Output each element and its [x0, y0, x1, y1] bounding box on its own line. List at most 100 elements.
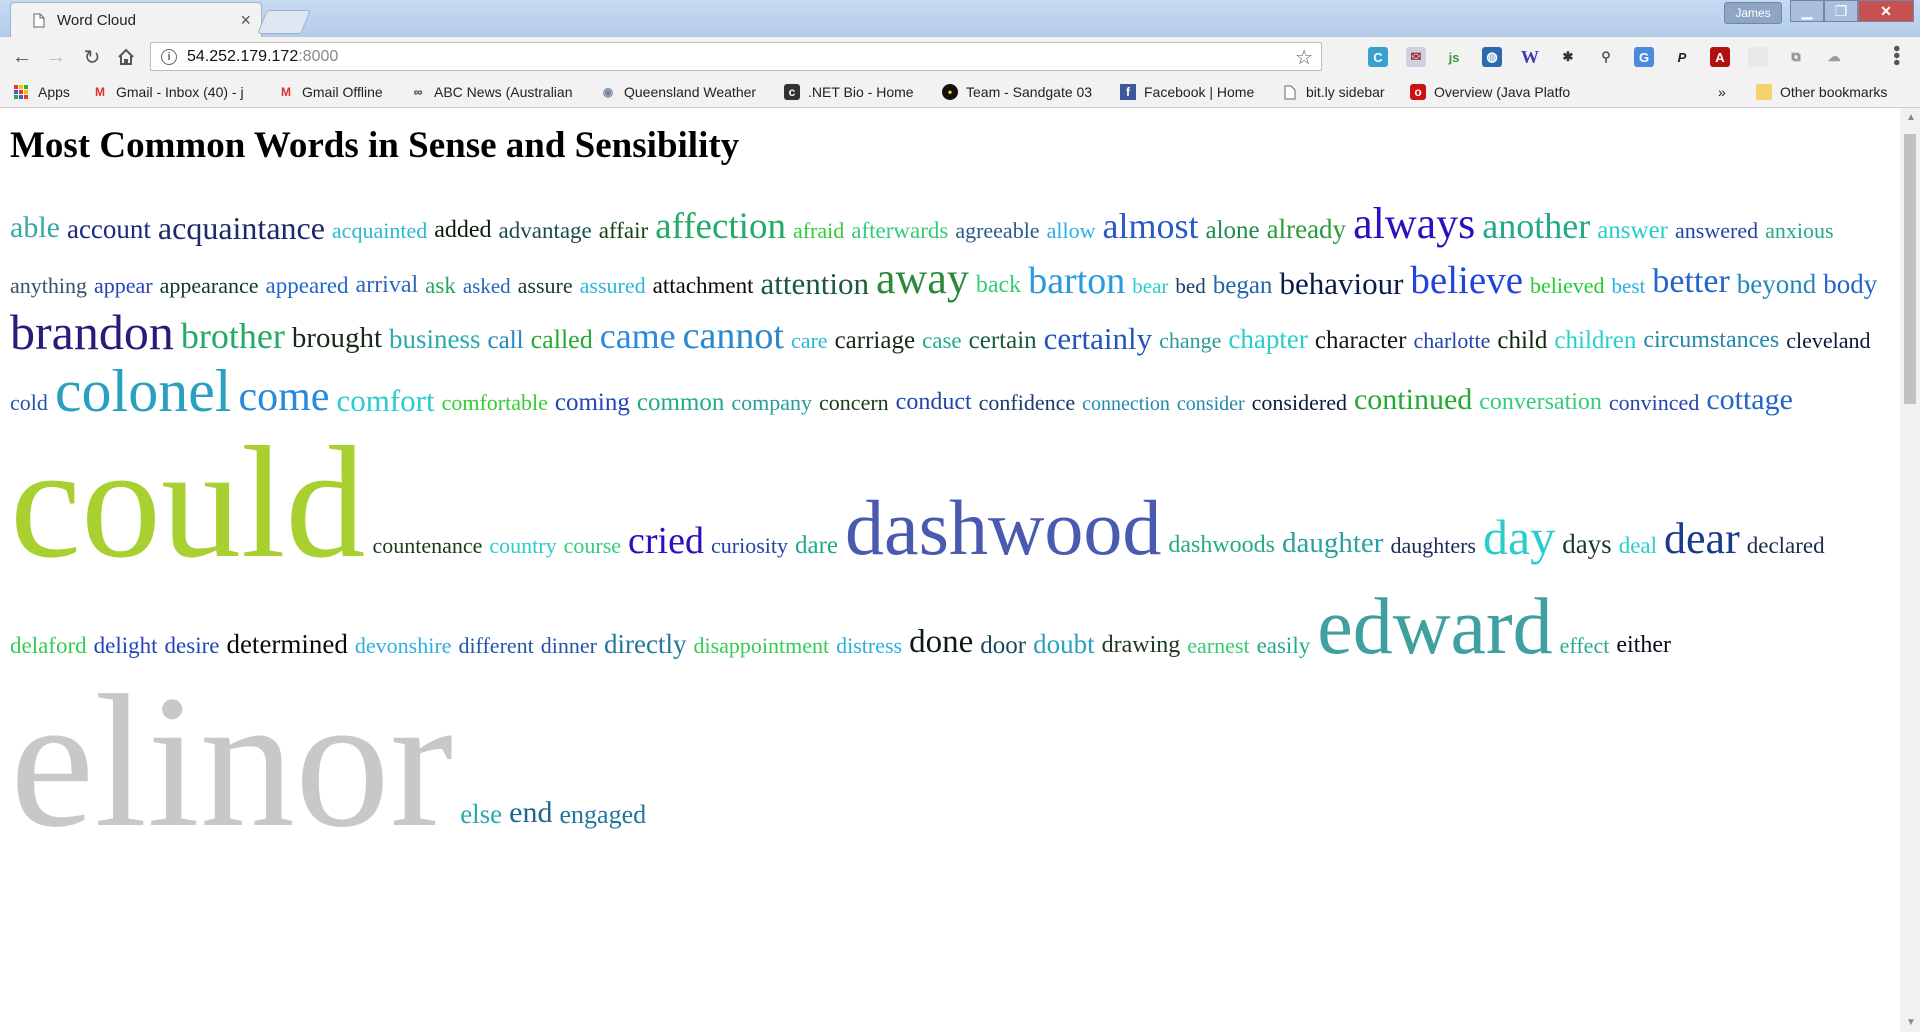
cloud-word-company: company [731, 389, 813, 415]
bookmark-bitly-sidebar[interactable]: bit.ly sidebar [1282, 82, 1385, 102]
extension-p-icon[interactable]: P [1677, 49, 1687, 65]
cloud-word-able: able [10, 211, 60, 245]
browser-toolbar: ← → ↻ i 54.252.179.172:8000 ☆ C ✉ js ◍ W… [0, 37, 1920, 77]
tab-word-cloud[interactable]: Word Cloud × [10, 2, 262, 37]
cloud-word-delaford: delaford [10, 633, 87, 659]
cloud-word-easily: easily [1256, 633, 1311, 659]
extension-blank-icon[interactable] [1748, 47, 1768, 67]
bookmark-facebook[interactable]: f Facebook | Home [1120, 82, 1254, 102]
cloud-word-anxious: anxious [1765, 217, 1834, 243]
bookmark-abc-news[interactable]: ∞ ABC News (Australian [410, 82, 584, 102]
bookmark-gmail-offline[interactable]: M Gmail Offline [278, 82, 383, 102]
bookmark-gmail-inbox[interactable]: M Gmail - Inbox (40) - j [92, 82, 262, 102]
extension-w-icon[interactable]: W [1521, 46, 1539, 67]
scroll-up-icon[interactable]: ▲ [1906, 112, 1916, 123]
bookmark-java-overview[interactable]: o Overview (Java Platfo [1410, 82, 1582, 102]
bookmark-label: Team - Sandgate 03 [966, 84, 1093, 100]
cloud-word-colonel: colonel [54, 357, 232, 424]
bookmark-label: Facebook | Home [1144, 84, 1255, 100]
cloud-word-cried: cried [628, 519, 704, 562]
cloud-word-bed: bed [1175, 273, 1206, 298]
cloud-word-countenance: countenance [372, 532, 483, 558]
cloud-word-almost: almost [1102, 206, 1199, 247]
minimize-button[interactable]: ▁ [1790, 0, 1824, 22]
cloud-word-continued: continued [1353, 383, 1473, 417]
netbio-icon: c [784, 84, 800, 100]
extension-globe-icon[interactable]: ◍ [1482, 47, 1502, 67]
bookmark-other-bookmarks[interactable]: Other bookmarks [1756, 82, 1887, 102]
cloud-word-carriage: carriage [834, 326, 916, 354]
cloud-word-comfort: comfort [336, 382, 435, 418]
cloud-word-else: else [460, 798, 503, 829]
cloud-word-began: began [1212, 271, 1273, 299]
extension-js-icon[interactable]: js [1448, 49, 1460, 65]
cloud-word-cleveland: cleveland [1786, 327, 1871, 353]
cloud-word-cottage: cottage [1706, 383, 1793, 417]
cloud-word-delight: delight [93, 633, 158, 659]
arrow-left-icon: ← [12, 45, 32, 68]
cloud-word-already: already [1266, 213, 1347, 244]
extension-translate-icon[interactable]: G [1634, 47, 1654, 67]
new-tab-button[interactable] [257, 10, 311, 34]
cloud-word-certain: certain [968, 326, 1037, 354]
vertical-scrollbar[interactable]: ▲ ▼ [1900, 108, 1920, 1032]
close-window-button[interactable]: ✕ [1858, 0, 1914, 22]
profile-button[interactable]: James [1724, 2, 1782, 24]
extension-puzzle-icon[interactable]: ⧉ [1791, 49, 1801, 64]
bookmark-queensland-weather[interactable]: ◉ Queensland Weather [600, 82, 772, 102]
address-bar[interactable]: i 54.252.179.172:8000 ☆ [150, 42, 1322, 71]
bookmark-label: Gmail - Inbox (40) - j [116, 84, 244, 100]
cloud-word-brother: brother [180, 316, 285, 357]
back-button[interactable]: ← [10, 45, 34, 69]
reload-button[interactable]: ↻ [80, 45, 104, 69]
extension-cloud-icon[interactable]: ☁ [1827, 49, 1841, 64]
cloud-word-dashwood: dashwood [845, 484, 1162, 572]
scrollbar-thumb[interactable] [1904, 134, 1916, 404]
cloud-word-added: added [434, 217, 492, 244]
home-button[interactable] [114, 45, 138, 69]
cloud-word-believed: believed [1530, 272, 1605, 298]
bookmark-label: Overview (Java Platfo [1434, 84, 1571, 100]
bookmark-label: .NET Bio - Home [808, 84, 914, 100]
extension-search-icon[interactable]: ⚲ [1601, 49, 1611, 64]
cloud-word-call: call [487, 326, 524, 354]
bookmark-netbio[interactable]: c .NET Bio - Home [784, 82, 914, 102]
abc-icon: ∞ [413, 85, 423, 99]
cloud-word-acquaintance: acquaintance [157, 209, 325, 246]
menu-dots-icon[interactable]: ••• [1885, 45, 1907, 67]
cloud-word-appeared: appeared [265, 273, 349, 299]
bookmark-star-icon[interactable]: ☆ [1295, 47, 1313, 69]
bookmark-apps[interactable]: Apps [14, 82, 70, 102]
page-title: Most Common Words in Sense and Sensibili… [10, 125, 740, 166]
cloud-word-affection: affection [655, 205, 786, 247]
cloud-word-advantage: advantage [498, 218, 592, 244]
extension-mail-icon[interactable]: ✉ [1406, 47, 1426, 67]
folder-icon [1756, 84, 1772, 100]
cloud-word-attachment: attachment [652, 273, 754, 299]
cloud-word-best: best [1611, 273, 1646, 298]
extension-bug-icon[interactable]: ✱ [1562, 49, 1574, 64]
cloud-word-come: come [238, 373, 330, 420]
close-tab-icon[interactable]: × [240, 9, 251, 30]
cloud-word-course: course [563, 532, 622, 558]
extension-pdf-icon[interactable]: A [1710, 47, 1730, 67]
cloud-word-engaged: engaged [559, 799, 647, 829]
forward-button[interactable]: → [44, 45, 68, 69]
bookmarks-overflow-button[interactable]: » [1718, 84, 1726, 100]
cloud-word-daughter: daughter [1282, 527, 1384, 560]
scroll-down-icon[interactable]: ▼ [1906, 1017, 1916, 1028]
cloud-word-cold: cold [10, 389, 48, 415]
cloud-word-dear: dear [1664, 513, 1740, 563]
extension-c-icon[interactable]: C [1368, 47, 1388, 67]
maximize-button[interactable]: ❐ [1824, 0, 1858, 22]
cloud-word-days: days [1562, 528, 1612, 559]
minimize-icon: ▁ [1801, 2, 1813, 19]
address-url: 54.252.179.172:8000 [187, 48, 338, 66]
cloud-word-end: end [509, 796, 553, 830]
cloud-word-doubt: doubt [1033, 628, 1095, 659]
cloud-word-chapter: chapter [1228, 323, 1308, 354]
cloud-word-assure: assure [517, 272, 573, 298]
bookmark-team-sandgate[interactable]: • Team - Sandgate 03 [942, 82, 1092, 102]
cloud-word-case: case [922, 328, 962, 354]
info-icon[interactable]: i [161, 48, 177, 65]
